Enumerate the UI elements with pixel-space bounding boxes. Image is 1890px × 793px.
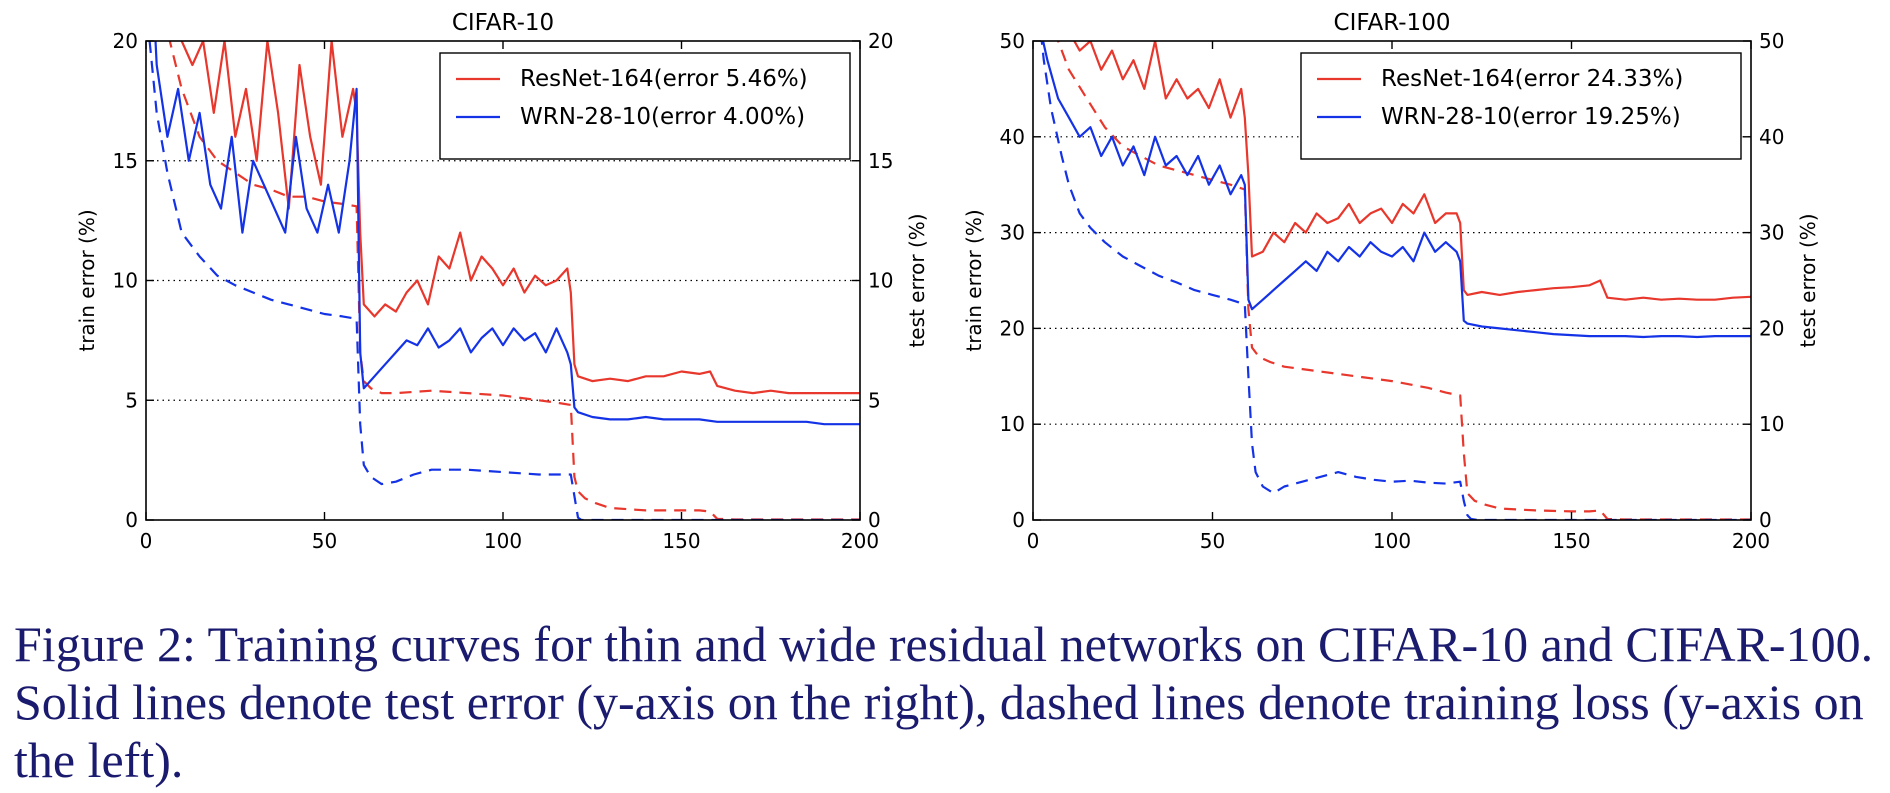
x-tick-label: 50 bbox=[312, 529, 337, 553]
legend-label: WRN-28-10(error 19.25%) bbox=[1381, 104, 1681, 130]
y-right-tick-label: 50 bbox=[1759, 29, 1784, 53]
x-tick-label: 50 bbox=[1200, 529, 1225, 553]
legend-box bbox=[439, 52, 851, 160]
y-right-tick-label: 0 bbox=[868, 508, 881, 532]
y-right-tick-label: 0 bbox=[1759, 508, 1772, 532]
x-tick-label: 150 bbox=[662, 529, 700, 553]
series-resnet-dashed-line bbox=[1057, 41, 1751, 520]
y-tick-label: 20 bbox=[1000, 316, 1025, 340]
x-tick-label: 150 bbox=[1552, 529, 1590, 553]
series-group bbox=[148, 41, 860, 520]
y-tick-label: 0 bbox=[1012, 508, 1025, 532]
chart-title: CIFAR-10 bbox=[452, 10, 554, 36]
x-tick-label: 0 bbox=[1027, 529, 1040, 553]
x-tick-label: 100 bbox=[1373, 529, 1411, 553]
legend-label: ResNet-164(error 24.33%) bbox=[1381, 66, 1683, 92]
y-right-tick-label: 20 bbox=[1759, 316, 1784, 340]
figure-caption: Figure 2: Training curves for thin and w… bbox=[14, 616, 1874, 788]
chart-title: CIFAR-100 bbox=[1334, 10, 1451, 36]
y-axis-label: train error (%) bbox=[962, 209, 986, 351]
y-right-tick-label: 20 bbox=[868, 29, 893, 53]
legend-label: ResNet-164(error 5.46%) bbox=[520, 66, 808, 92]
series-group bbox=[1040, 41, 1751, 520]
y-tick-label: 50 bbox=[1000, 29, 1025, 53]
y-tick-label: 10 bbox=[113, 269, 138, 293]
x-tick-label: 200 bbox=[841, 529, 879, 553]
y-tick-label: 40 bbox=[1000, 125, 1025, 149]
y-right-axis-label: test error (%) bbox=[905, 213, 929, 347]
y-right-tick-label: 40 bbox=[1759, 125, 1784, 149]
y-right-tick-label: 10 bbox=[1759, 412, 1784, 436]
x-tick-label: 200 bbox=[1732, 529, 1770, 553]
legend: ResNet-164(error 5.46%) WRN-28-10(error 4… bbox=[439, 52, 851, 160]
legend-box bbox=[1300, 52, 1742, 160]
chart-panel-2: 0 50 100 150 2000102030405001020304050CIFAR-… bbox=[962, 10, 1820, 553]
y-tick-label: 20 bbox=[113, 29, 138, 53]
legend: ResNet-164(error 24.33%) WRN-28-10(error … bbox=[1300, 52, 1742, 160]
y-right-tick-label: 30 bbox=[1759, 221, 1784, 245]
y-right-axis-label: test error (%) bbox=[1796, 213, 1820, 347]
series-resnet-solid-line bbox=[180, 41, 860, 395]
y-tick-label: 5 bbox=[125, 388, 138, 412]
y-tick-label: 10 bbox=[1000, 412, 1025, 436]
y-right-tick-label: 5 bbox=[868, 388, 881, 412]
y-tick-label: 30 bbox=[1000, 221, 1025, 245]
y-tick-label: 15 bbox=[113, 149, 138, 173]
series-wrn-dashed-line bbox=[1040, 41, 1751, 520]
series-wrn-solid-line bbox=[154, 41, 860, 426]
x-tick-label: 0 bbox=[140, 529, 153, 553]
y-axis-label: train error (%) bbox=[75, 209, 99, 351]
y-right-tick-label: 15 bbox=[868, 149, 893, 173]
series-wrn-solid-line bbox=[1041, 41, 1751, 339]
series-resnet-solid-line bbox=[1056, 41, 1751, 301]
figure-charts: 0 50 100 150 2000510152005101520CIFAR-10trai… bbox=[75, 10, 1820, 553]
y-right-tick-label: 10 bbox=[868, 269, 893, 293]
x-tick-label: 100 bbox=[484, 529, 522, 553]
legend-label: WRN-28-10(error 4.00%) bbox=[520, 104, 805, 130]
series-resnet-dashed-line bbox=[168, 41, 860, 520]
y-tick-label: 0 bbox=[125, 508, 138, 532]
chart-panel-1: 0 50 100 150 2000510152005101520CIFAR-10trai… bbox=[75, 10, 929, 553]
